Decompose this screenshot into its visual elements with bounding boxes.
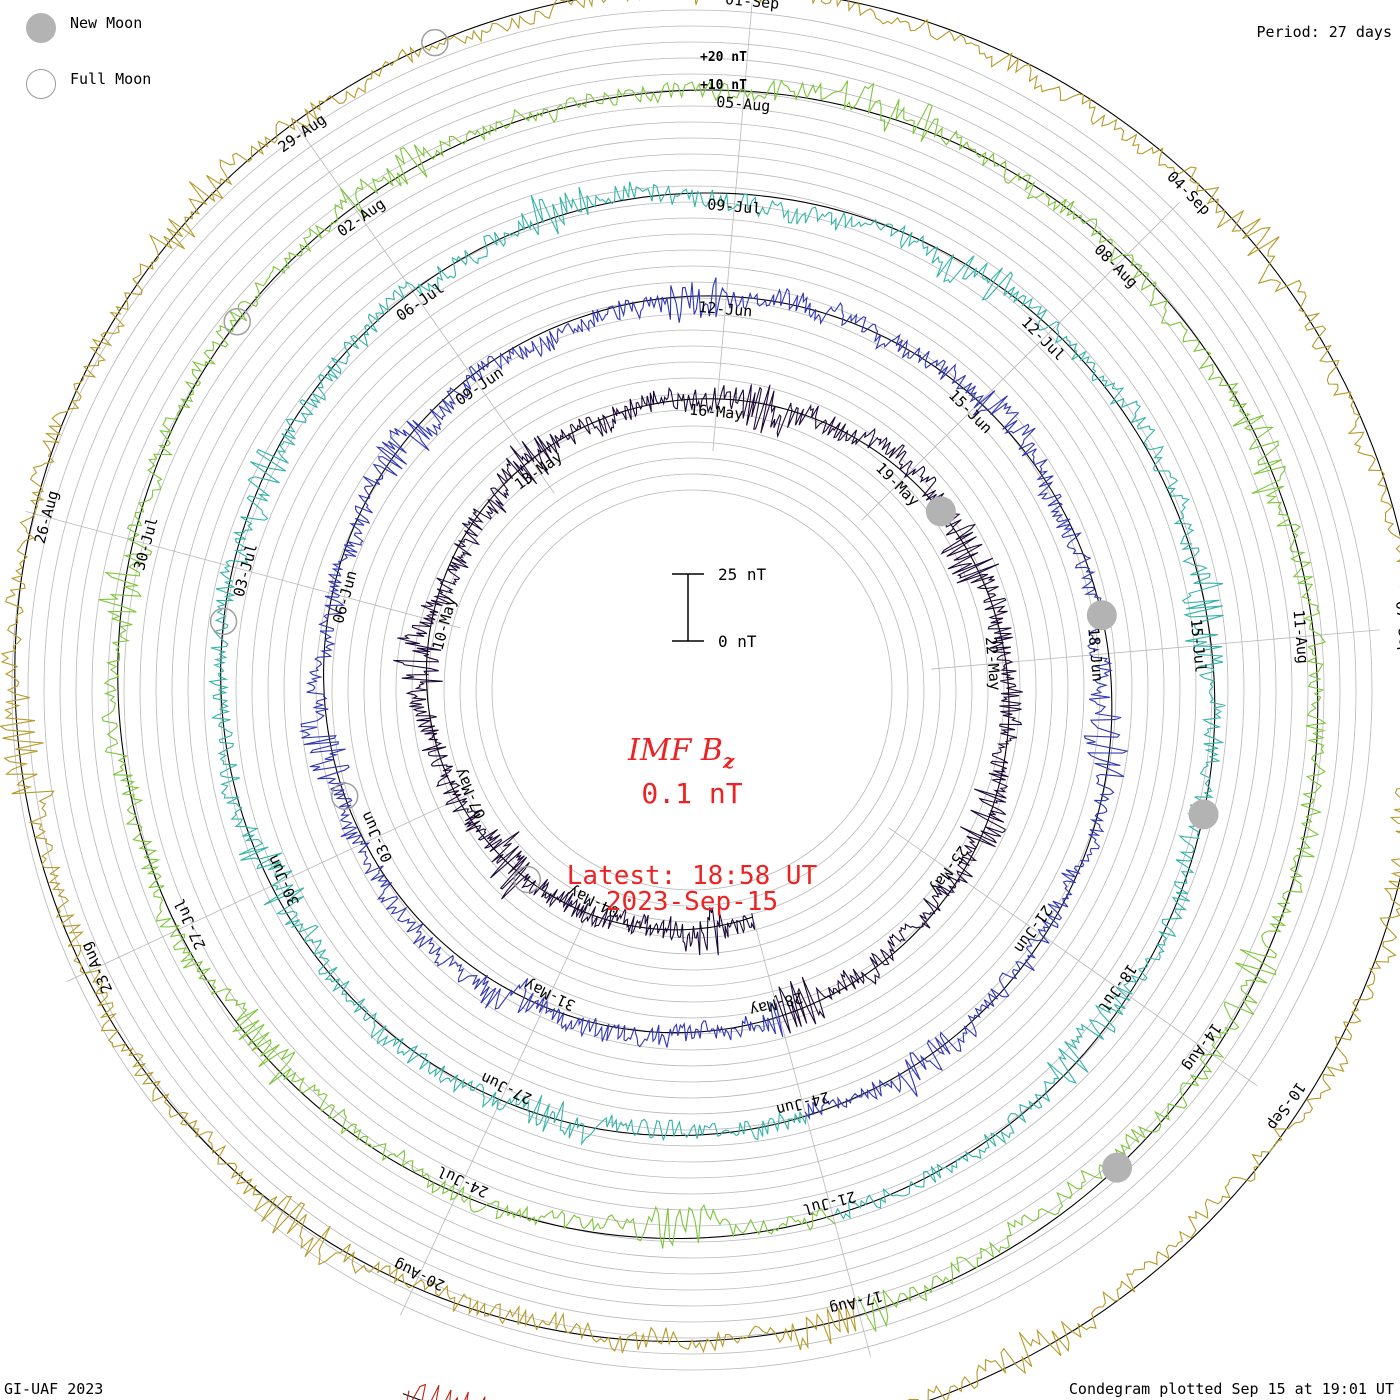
date-label: 26-Aug (31, 489, 62, 546)
grid-spoke (861, 201, 1181, 521)
date-label: 22-May (982, 636, 1005, 692)
date-label: 12-Jun (698, 298, 754, 321)
grid-ring (379, 377, 1005, 1003)
moon-phase-markers (209, 28, 1219, 1183)
date-label: 16-May (689, 401, 745, 424)
grid-spoke (66, 791, 475, 982)
grid-ring (123, 121, 1261, 1259)
grid-ring (475, 473, 909, 907)
latest-date: 2023-Sep-15 (606, 887, 778, 917)
full-moon-marker (209, 607, 238, 636)
date-label: 07-May (450, 765, 489, 822)
scale-bar-bottom-label: 0 nT (718, 632, 757, 651)
plotted-label: Condegram plotted Sep 15 at 19:01 UT (1068, 1380, 1394, 1398)
grid-ring (331, 329, 1053, 1051)
grid-ring (43, 41, 1341, 1339)
grid-ring (251, 249, 1133, 1131)
date-label: 11-Aug (1289, 609, 1312, 665)
new-moon-marker (925, 496, 956, 527)
period-label: Period: 27 days (1256, 23, 1392, 41)
date-label: 25-May (926, 842, 972, 897)
center-value: 0.1 nT (641, 777, 742, 810)
grid-rings (11, 9, 1373, 1371)
grid-spoke (712, 2, 753, 451)
grid-ring (187, 185, 1197, 1195)
grid-spoke (295, 124, 555, 494)
grid-ring (235, 233, 1149, 1147)
grid-ring (11, 9, 1373, 1371)
series-line-6 (406, 1383, 486, 1400)
full-moon-legend-icon (26, 69, 56, 99)
grid-spokes (25, 2, 1380, 1357)
grid-ring (283, 281, 1101, 1099)
grid-ring (491, 489, 893, 891)
grid-ring (203, 201, 1181, 1179)
new-moon-marker (1188, 799, 1219, 830)
grid-ring (427, 425, 957, 955)
grid-spoke (888, 827, 1258, 1087)
scale-bar-top-label: 25 nT (718, 565, 767, 584)
grid-ring (267, 265, 1117, 1115)
new-moon-marker (1086, 600, 1117, 631)
grid-ring (155, 153, 1229, 1227)
grid-ring (459, 457, 925, 923)
date-label: 05-Aug (715, 93, 771, 116)
scale-bar: 25 nT 0 nT (672, 565, 767, 651)
date-label: 17-Aug (828, 1287, 885, 1318)
grid-ring (75, 73, 1309, 1307)
grid-ring (395, 393, 989, 987)
new-moon-marker (1102, 1152, 1133, 1183)
credit-label: GI-UAF 2023 (4, 1380, 104, 1398)
date-label: 15-Jul (1187, 618, 1210, 674)
date-label: 23-Aug (77, 939, 116, 996)
date-label: 18-Jun (1084, 627, 1107, 683)
date-labels: 04-May07-May10-May13-May16-May19-May22-M… (31, 0, 1400, 1318)
grid-ring (315, 313, 1069, 1067)
grid-ring (139, 137, 1245, 1243)
grid-ring (363, 361, 1021, 1019)
grid-ring (347, 345, 1037, 1035)
date-label: 07-Sep (1392, 600, 1400, 656)
grid-ring (299, 297, 1085, 1083)
center-title: IMF Bz (627, 733, 735, 773)
series-line-1 (393, 384, 1023, 1034)
full-moon-legend-label: Full Moon (70, 70, 152, 88)
full-moon-marker (330, 782, 359, 810)
grid-spoke (400, 907, 591, 1316)
grid-ring (107, 105, 1277, 1275)
grid-spoke (25, 511, 461, 629)
series-line-3 (208, 181, 1226, 1220)
grid-spoke (753, 921, 871, 1357)
full-moon-marker (223, 307, 251, 336)
latest-time: Latest: 18:58 UT (567, 861, 818, 891)
date-label: 09-Jul (707, 195, 763, 218)
full-moon-marker (513, 865, 542, 894)
date-label: 24-Jun (774, 1088, 831, 1119)
scale-label-plus20: +20 nT (700, 50, 747, 65)
new-moon-legend-icon (26, 13, 56, 43)
center-readout: IMF Bz 0.1 nT Latest: 18:58 UT 2023-Sep-… (567, 733, 818, 917)
full-moon-marker (421, 28, 449, 57)
new-moon-legend-label: New Moon (70, 14, 143, 32)
series-line-4 (98, 79, 1327, 1332)
grid-ring (411, 409, 973, 971)
date-label: 30-Jul (130, 515, 161, 572)
scale-label-plus10: +10 nT (700, 78, 747, 93)
date-label: 21-Jun (1010, 902, 1056, 957)
grid-ring (27, 25, 1357, 1355)
series-line-2 (298, 277, 1129, 1121)
